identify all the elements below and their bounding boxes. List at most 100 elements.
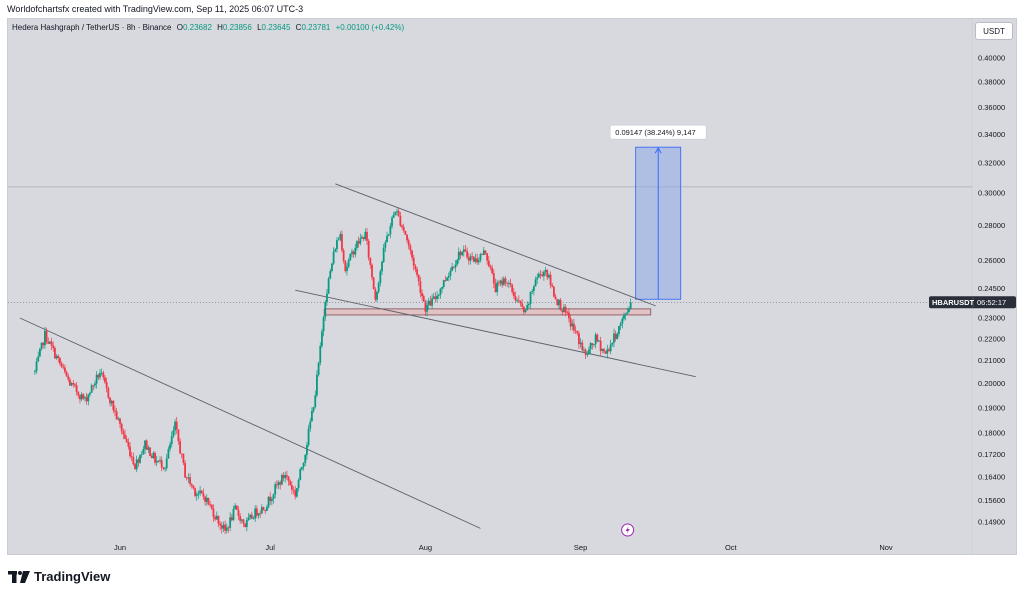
candle-body (57, 355, 60, 359)
candle-body (117, 418, 120, 420)
candle-body (362, 236, 365, 240)
measure-label-text: 0.09147 (38.24%) 9,147 (615, 128, 695, 137)
candle-body (497, 282, 500, 284)
candle-body (87, 394, 90, 402)
candle-body (110, 400, 113, 404)
candle-body (306, 445, 308, 455)
candle-body (392, 214, 395, 218)
candle-body (581, 342, 584, 351)
candle-body (359, 238, 362, 244)
price-axis-tick: 0.32000 (978, 158, 1005, 167)
candle-body (67, 376, 70, 380)
candle-body (437, 294, 440, 296)
candle-body (142, 449, 145, 455)
candle-body (282, 475, 285, 479)
candle-body (427, 300, 430, 305)
candle-body (424, 301, 427, 312)
candle-body (154, 452, 156, 463)
candle-body (414, 265, 417, 270)
candle-body (275, 484, 278, 486)
close-value: 0.23781 (301, 23, 331, 32)
candle-body (215, 515, 218, 520)
candle-body (77, 392, 80, 396)
candle-body (90, 385, 93, 393)
candle-body (260, 507, 263, 514)
candle-body (35, 361, 38, 372)
candle-body (95, 374, 98, 384)
candle-body (514, 296, 517, 301)
candle-body (234, 505, 237, 509)
candle-body (594, 334, 597, 345)
candle-body (462, 249, 465, 253)
candle-body (222, 524, 225, 529)
candle-body (180, 453, 183, 455)
candle-body (172, 430, 175, 437)
price-axis-tick: 0.19000 (978, 403, 1005, 412)
tradingview-logo-icon (8, 570, 30, 583)
candle-body (239, 516, 242, 521)
candle-body (254, 508, 257, 519)
candle-body (112, 400, 115, 411)
candle-body (104, 377, 106, 383)
candle-body (240, 519, 243, 521)
candle-body (611, 342, 614, 345)
candle-body (227, 527, 230, 529)
candle-body (280, 475, 283, 485)
candle-body (578, 333, 580, 345)
candle-body (199, 490, 202, 494)
candle-body (40, 342, 43, 349)
currency-button[interactable]: USDT (975, 22, 1013, 40)
price-axis-tick: 0.17200 (978, 450, 1005, 459)
candle-body (204, 496, 207, 502)
candle-body (384, 242, 387, 248)
candle-body (564, 306, 567, 313)
candle-body (411, 250, 413, 258)
candle-body (210, 505, 213, 509)
price-badge-symbol: HBARUSDT (932, 298, 975, 307)
candle-body (249, 514, 252, 518)
candle-body (127, 442, 130, 447)
candle-body (537, 273, 540, 278)
candle-body (616, 333, 619, 339)
candle-body (442, 280, 445, 287)
candle-body (42, 342, 45, 346)
candle-body (107, 387, 110, 398)
candle-body (527, 304, 530, 305)
candle-body (559, 299, 562, 311)
candle-body (584, 349, 587, 355)
candle-body (598, 340, 600, 342)
price-axis-tick: 0.26000 (978, 256, 1005, 265)
price-axis-tick: 0.34000 (978, 130, 1005, 139)
candle-body (547, 274, 550, 278)
candle-body (501, 280, 504, 285)
symbol-name: Hedera Hashgraph / TetherUS · 8h · Binan… (12, 23, 172, 32)
candle-body (326, 293, 328, 303)
candle-body (307, 428, 310, 446)
candle-body (558, 299, 560, 306)
candle-body (120, 423, 123, 432)
candle-body (496, 282, 499, 293)
candle-body (404, 230, 407, 235)
candle-body (593, 344, 595, 346)
change-value: +0.00100 (+0.42%) (335, 23, 405, 32)
candle-body (481, 254, 484, 255)
candle-body (626, 312, 629, 314)
candle-body (274, 484, 277, 495)
candle-body (182, 453, 185, 463)
candle-body (609, 344, 612, 352)
candle-body (200, 490, 203, 494)
candle-body (85, 397, 88, 402)
candle-body (147, 447, 150, 450)
candle-body (70, 383, 73, 386)
candle-body (529, 291, 532, 305)
candle-body (336, 240, 338, 250)
measure-label: 0.09147 (38.24%) 9,147 (609, 124, 707, 140)
candle-body (432, 296, 435, 299)
candle-body (401, 225, 403, 228)
candle-body (579, 342, 582, 345)
candle-body (62, 366, 65, 368)
candle-body (352, 251, 355, 255)
candle-body (604, 351, 607, 354)
candle-body (272, 494, 275, 499)
candle-body (583, 349, 585, 351)
